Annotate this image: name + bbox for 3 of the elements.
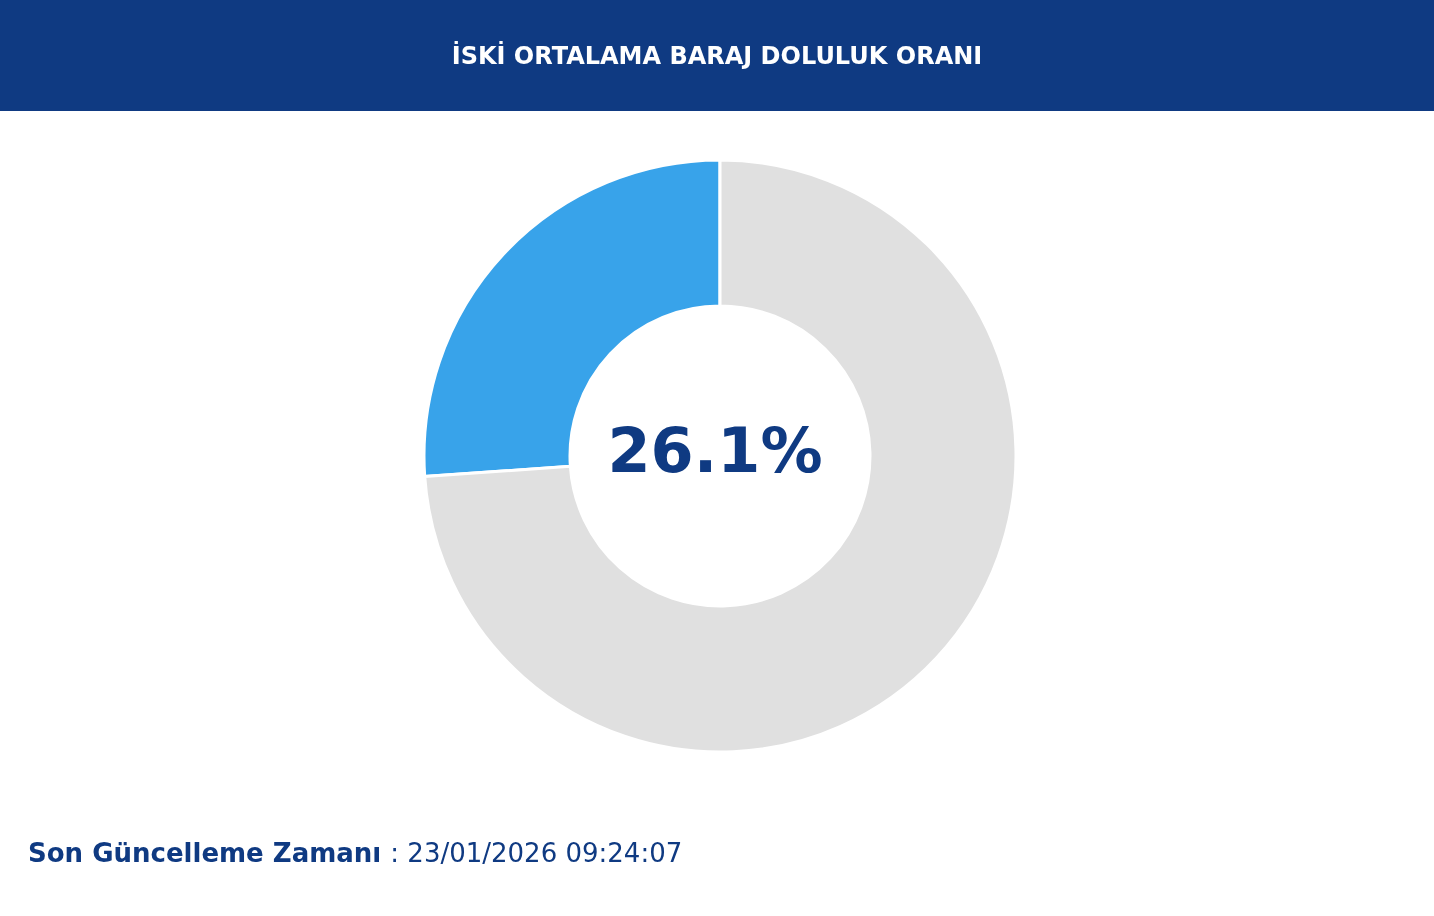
chart-title: İSKİ ORTALAMA BARAJ DOLULUK ORANI: [451, 41, 983, 70]
text: Son Güncelleme Zamanı : 23/01/2026 09:24:07: [28, 838, 683, 868]
data-label: 26.1%: [606, 413, 824, 489]
